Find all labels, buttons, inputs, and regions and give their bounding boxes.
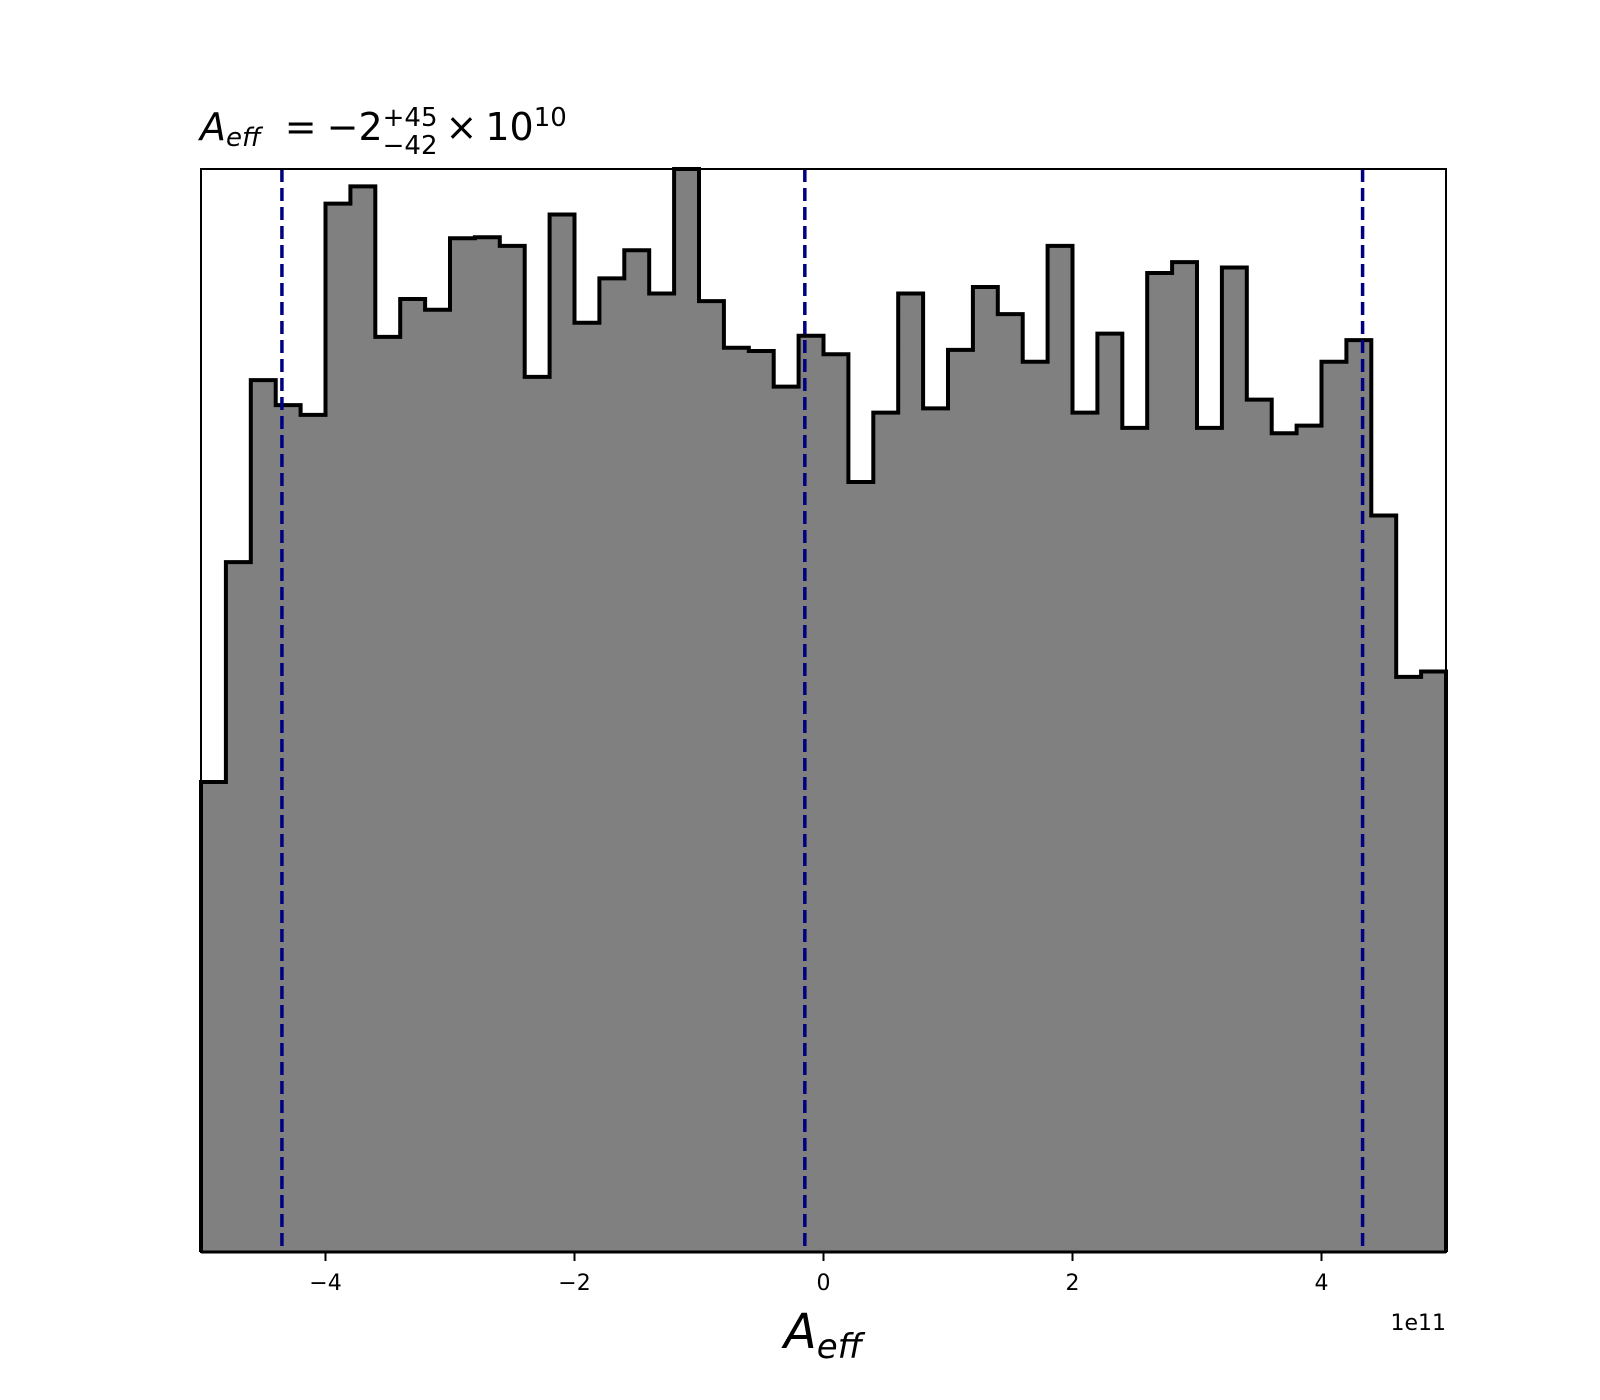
x-axis-offset-label: 1e11 (1390, 1311, 1446, 1336)
title-value: −2 (327, 105, 383, 149)
title-symbol: A (197, 105, 226, 149)
x-label-symbol: A (781, 1304, 817, 1360)
title-lower-error: −42 (383, 131, 438, 161)
title-upper-error: +45 (383, 103, 438, 133)
x-tick-label: 0 (817, 1271, 831, 1296)
x-tick-label: 2 (1066, 1271, 1080, 1296)
histogram-fill (201, 169, 1446, 1252)
x-tick-label: −2 (558, 1271, 590, 1296)
x-tick-label: 4 (1315, 1271, 1329, 1296)
title-exponent: 10 (534, 103, 567, 133)
title-times: × (446, 105, 478, 149)
title-symbol-subscript: eff (226, 123, 264, 153)
plot-area (199, 167, 1448, 1254)
histogram-outline (199, 167, 1448, 1252)
chart-title: Aeff = −2+45 −42 × 1010 (197, 103, 567, 161)
quantile-lines (280, 169, 1365, 1252)
x-axis-label: Aeff (781, 1304, 866, 1367)
x-tick-label: −4 (309, 1271, 341, 1296)
x-axis-ticks: −4 −2 0 2 4 (309, 1252, 1329, 1296)
x-label-subscript: eff (817, 1327, 866, 1367)
title-equals: = (285, 105, 317, 149)
title-base: 10 (485, 105, 533, 149)
